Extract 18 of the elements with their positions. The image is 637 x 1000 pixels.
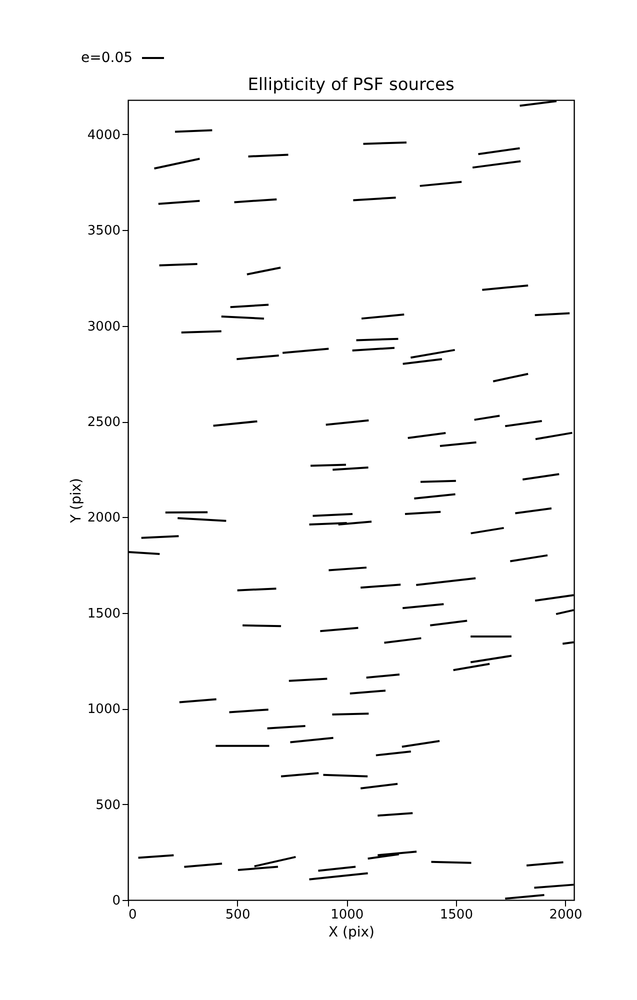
y-tick-label: 0 xyxy=(112,894,120,908)
text: e=0.05 xyxy=(81,50,133,66)
y-tick-label: 1500 xyxy=(87,606,120,622)
x-tick-label: 500 xyxy=(225,908,250,922)
y-tick-label: 3500 xyxy=(87,224,120,239)
x-axis-title: X (pix) xyxy=(328,924,375,940)
y-tick-label: 2500 xyxy=(87,415,120,430)
y-axis-title: Y (pix) xyxy=(68,478,84,524)
y-tick-label: 4000 xyxy=(87,128,120,143)
y-tick-label: 2000 xyxy=(87,510,120,526)
x-tick-label: 1500 xyxy=(440,908,473,922)
x-tick-label: 2000 xyxy=(549,908,582,922)
y-tick-label: 1000 xyxy=(87,702,120,718)
x-tick-label: 0 xyxy=(128,908,137,922)
chart-title: Ellipticity of PSF sources xyxy=(248,75,454,95)
x-tick-label: 1000 xyxy=(330,908,364,922)
y-tick-label: 500 xyxy=(96,798,120,813)
y-tick-label: 3000 xyxy=(87,319,120,334)
